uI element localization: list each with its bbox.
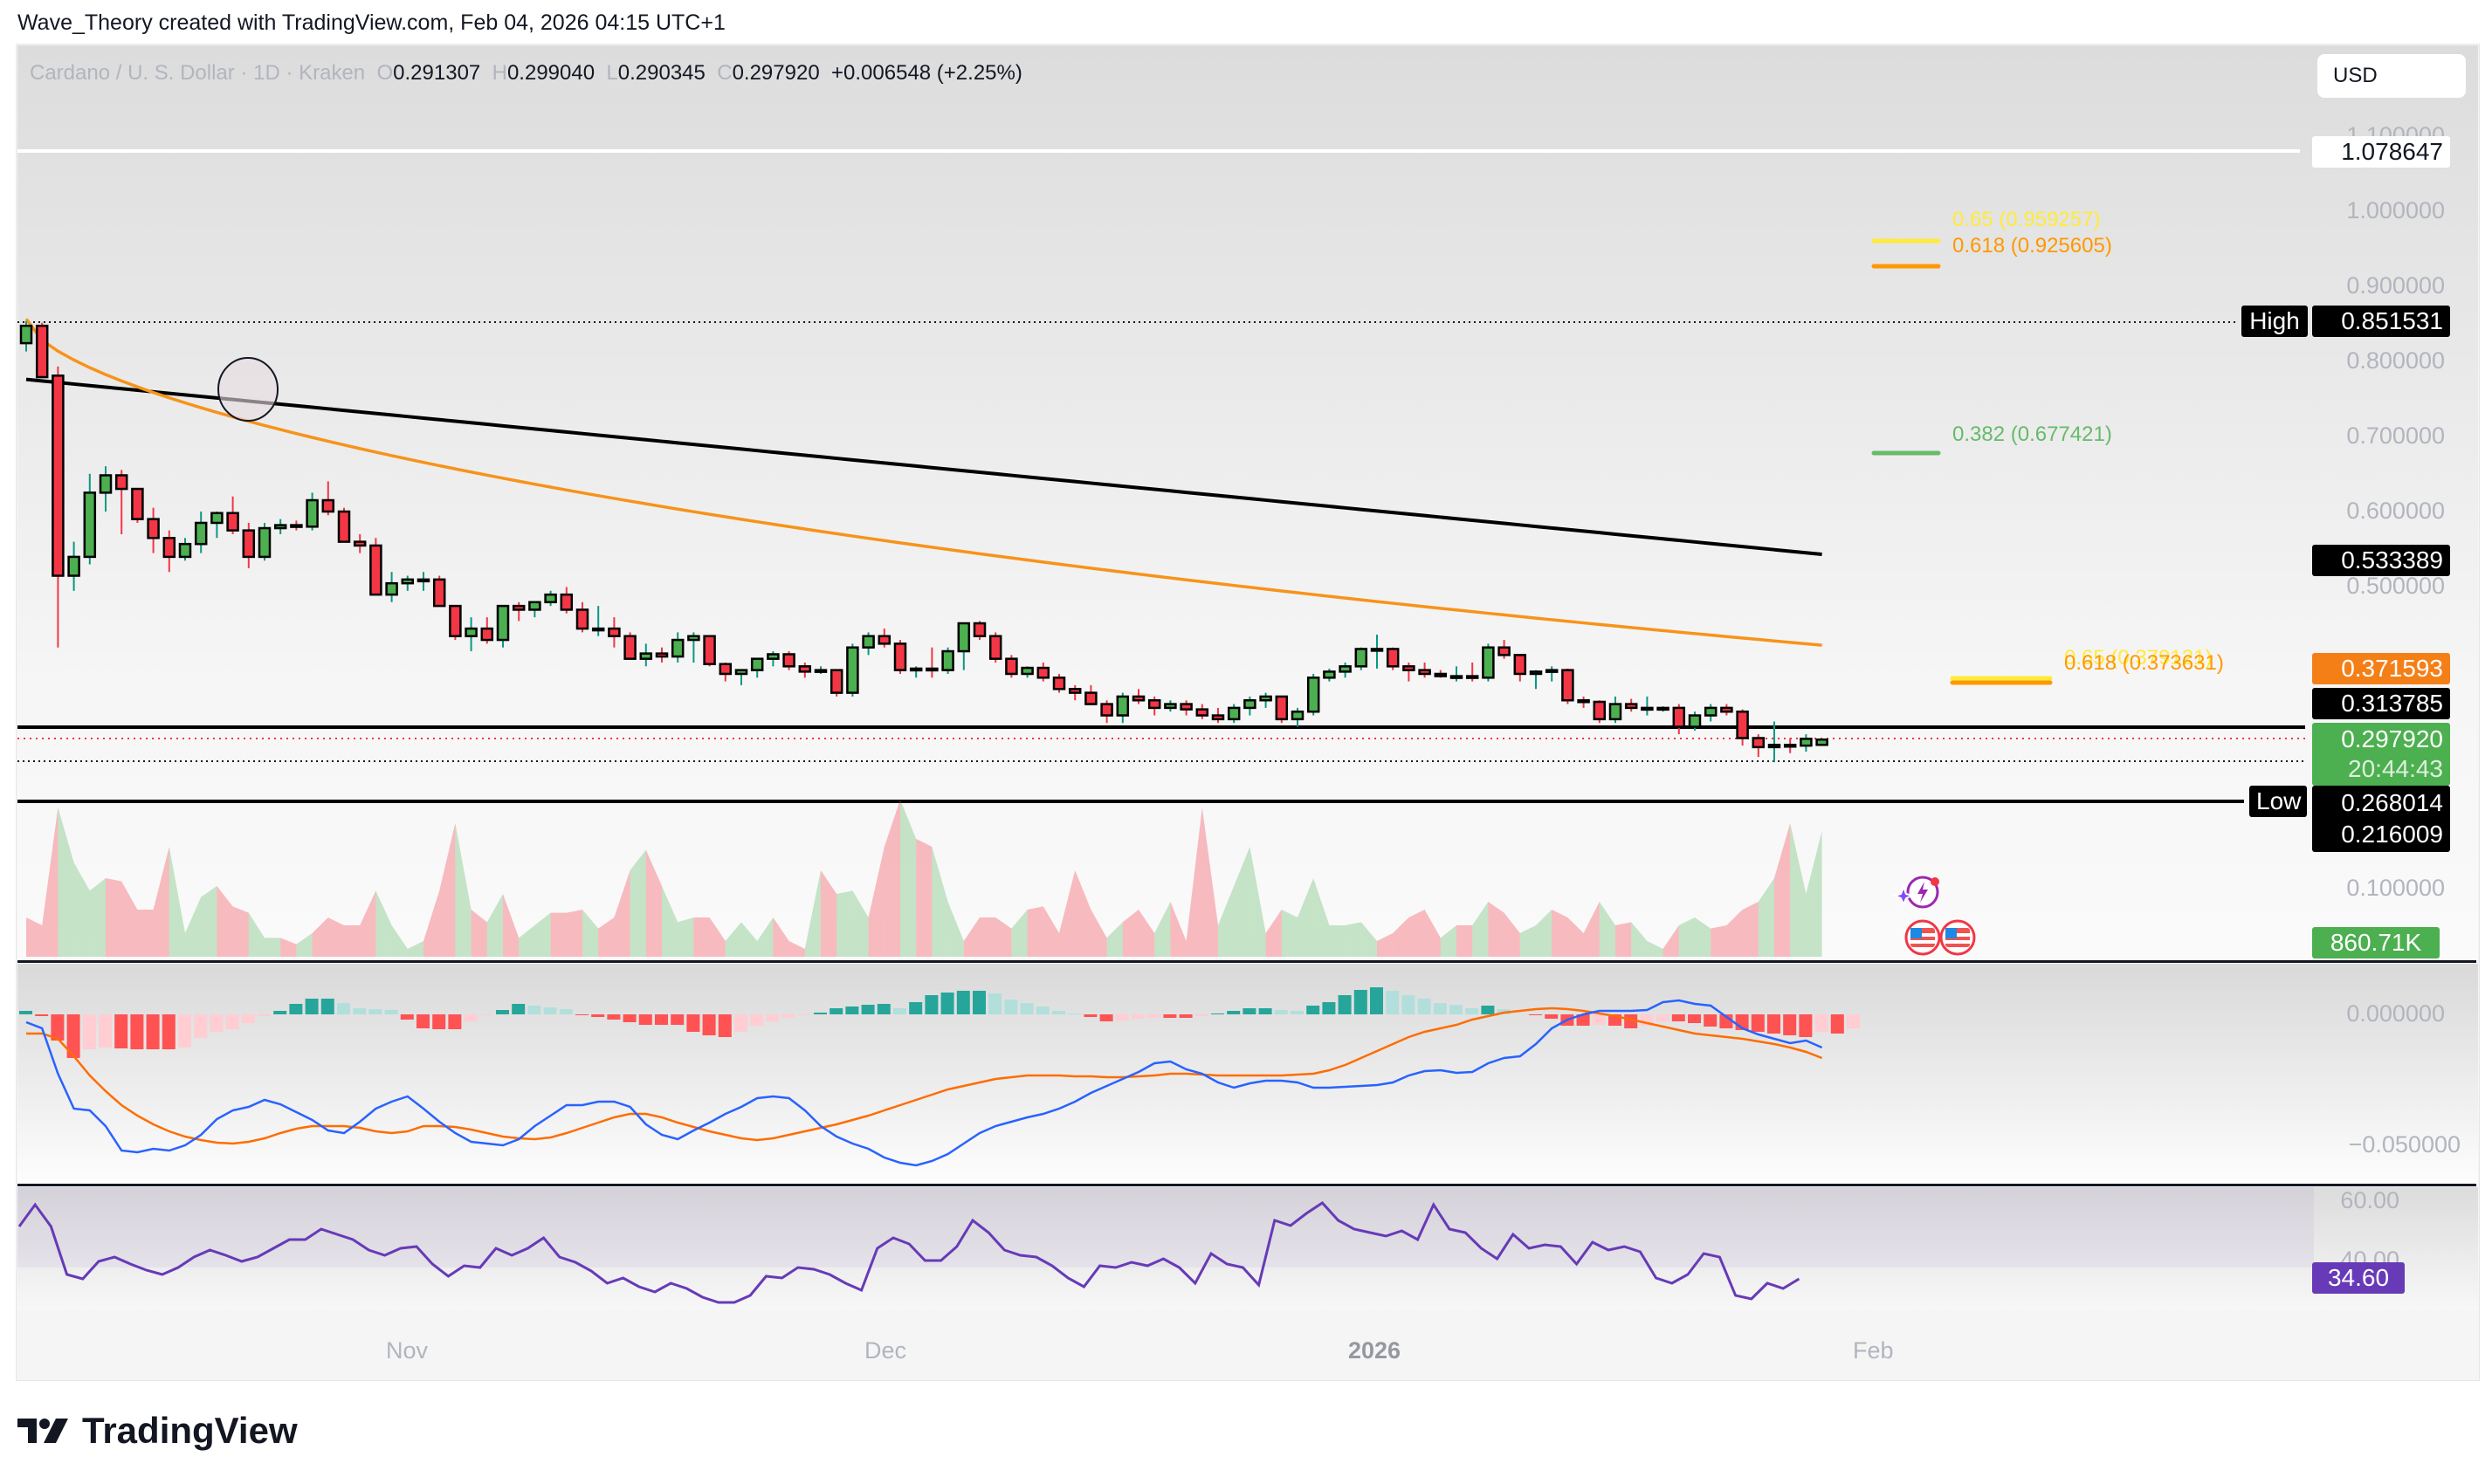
macd-pane[interactable]: [17, 964, 2478, 1184]
ma200-tag: 0.533389: [2312, 545, 2450, 576]
level-tag-top: 1.078647: [2312, 136, 2450, 168]
price-tick: 0.500000: [2346, 573, 2445, 599]
high-label: High: [2241, 306, 2308, 337]
price-tick: 0.900000: [2346, 272, 2445, 299]
price-tick: 0.100000: [2346, 875, 2445, 901]
change-value: +0.006548 (+2.25%): [831, 61, 1022, 85]
time-label-2026: 2026: [1348, 1337, 1401, 1364]
fib-label-065-upper: 0.65 (0.959257): [1952, 208, 2101, 231]
us-event-flag-icon[interactable]: [1938, 918, 1977, 961]
last-price: 0.297920: [2341, 725, 2443, 752]
time-label-feb: Feb: [1853, 1337, 1894, 1364]
rsi-pane[interactable]: [17, 1187, 2478, 1309]
rsi-value-tag: 34.60: [2312, 1262, 2405, 1294]
ai-insight-icon[interactable]: [1892, 875, 1942, 913]
chart-credit: Wave_Theory created with TradingView.com…: [17, 10, 726, 35]
rsi-tick: 60.00: [2340, 1187, 2399, 1213]
fib-label-065-lower: 0.65 (0.379121): [2064, 646, 2213, 670]
price-tick: 0.600000: [2346, 498, 2445, 524]
macd-tick: 0.000000: [2346, 1000, 2445, 1027]
high-tag: 0.851531: [2312, 306, 2450, 337]
low-tag: 0.268014: [2341, 789, 2443, 816]
price-tick: 0.700000: [2346, 423, 2445, 449]
open-value: 0.291307: [393, 61, 481, 85]
price-tick: 1.000000: [2346, 197, 2445, 223]
high-value: 0.299040: [506, 61, 595, 85]
tradingview-logo-icon: [17, 1419, 68, 1443]
pane-divider-macd[interactable]: [17, 960, 2476, 963]
tradingview-logo[interactable]: TradingView: [17, 1410, 298, 1452]
low-tags: 0.268014 0.216009: [2312, 786, 2450, 852]
fib-label-0382: 0.382 (0.677421): [1952, 423, 2112, 446]
volume-tag: 860.71K: [2312, 927, 2440, 958]
brand-name: TradingView: [82, 1410, 298, 1451]
ma50-tag: 0.371593: [2312, 653, 2450, 684]
time-label-dec: Dec: [864, 1337, 907, 1364]
fib-label-0618-upper: 0.618 (0.925605): [1952, 234, 2112, 258]
symbol-legend: Cardano / U. S. Dollar · 1D · Kraken O0.…: [30, 61, 1022, 85]
us-event-flag-icon[interactable]: [1903, 918, 1942, 961]
low-value: 0.290345: [617, 61, 706, 85]
support-tag: 0.313785: [2312, 688, 2450, 719]
bar-countdown: 20:44:43: [2348, 755, 2443, 782]
price-tick: 0.800000: [2346, 347, 2445, 374]
symbol-name[interactable]: Cardano / U. S. Dollar · 1D · Kraken: [30, 61, 366, 85]
currency-button[interactable]: USD: [2317, 54, 2466, 98]
close-value: 0.297920: [732, 61, 820, 85]
pane-divider-rsi[interactable]: [17, 1184, 2476, 1186]
last-price-tag: 0.297920 20:44:43: [2312, 723, 2450, 786]
price-pane[interactable]: [17, 45, 2478, 960]
time-label-nov: Nov: [386, 1337, 429, 1364]
low-label: Low: [2249, 786, 2307, 817]
support2-tag: 0.216009: [2341, 821, 2443, 848]
fib-label-0618-lower: 0.618 (0.373631): [2064, 651, 2224, 675]
macd-tick: −0.050000: [2348, 1131, 2461, 1158]
